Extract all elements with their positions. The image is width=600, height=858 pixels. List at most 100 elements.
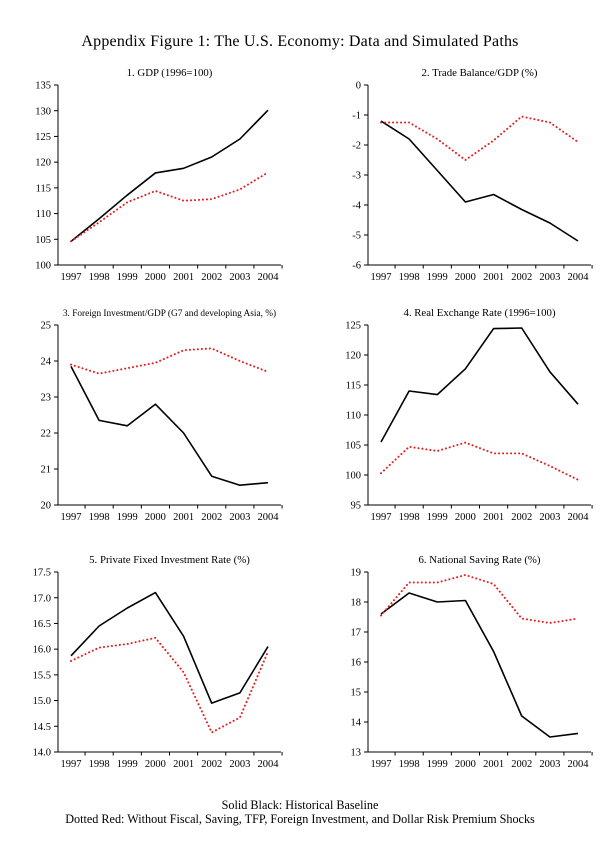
x-tick-label: 1997 — [61, 272, 82, 283]
real-exchange-rate-line-chart: 4. Real Exchange Rate (1996=100) 95 100 105… — [345, 307, 593, 523]
x-tick-label: 1998 — [399, 272, 420, 283]
y-tick-label: 15.0 — [33, 696, 51, 707]
y-tick-label: 20 — [41, 501, 52, 512]
y-tick-label: 115 — [36, 183, 51, 194]
series-solid-black — [380, 120, 579, 242]
y-tick-label: 120 — [35, 158, 51, 169]
series-dotted-red — [70, 636, 269, 734]
panel-trade-balance: 2. Trade Balance/GDP (%) -6 -5 -4 -3 -2 -1 0 199… — [326, 63, 598, 288]
x-tick-label: 2001 — [173, 759, 194, 770]
x-tick-label: 2000 — [455, 272, 476, 283]
x-tick-label: 1998 — [89, 272, 110, 283]
series-dotted-red — [380, 115, 579, 161]
x-tick-label: 2002 — [201, 272, 222, 283]
legend-dotted-red: Dotted Red: Without Fiscal, Saving, TFP,… — [65, 812, 535, 826]
series-solid-black — [70, 366, 269, 486]
y-tick-label: 100 — [345, 471, 361, 482]
y-tick-label: 19 — [351, 568, 362, 579]
y-tick-label: 115 — [346, 381, 361, 392]
x-tick-label: 1997 — [61, 759, 82, 770]
x-tick-label: 1999 — [117, 272, 138, 283]
x-tick-label: 1999 — [117, 512, 138, 523]
y-tick-label: 100 — [35, 261, 51, 272]
x-tick-label: 1998 — [399, 759, 420, 770]
y-tick-label: 110 — [346, 411, 361, 422]
y-tick-label: 15.5 — [33, 670, 51, 681]
y-tick-label: 13 — [351, 748, 362, 759]
y-tick-label: 14.5 — [33, 722, 51, 733]
chart-title: 2. Trade Balance/GDP (%) — [422, 67, 538, 79]
chart-title: 5. Private Fixed Investment Rate (%) — [89, 554, 250, 566]
x-tick-label: 2000 — [145, 512, 166, 523]
y-tick-label: 18 — [351, 598, 362, 609]
x-tick-label: 2001 — [483, 759, 504, 770]
series-dotted-red — [70, 347, 269, 375]
x-tick-label: 2002 — [511, 512, 532, 523]
x-tick-label: 1999 — [427, 759, 448, 770]
series-solid-black — [70, 109, 269, 242]
y-tick-label: -3 — [352, 171, 361, 182]
x-tick-label: 1999 — [427, 512, 448, 523]
x-tick-label: 2001 — [173, 272, 194, 283]
panel-private-fixed-investment: 5. Private Fixed Investment Rate (%) 14.0… — [16, 550, 288, 775]
y-tick-label: 16 — [351, 658, 362, 669]
y-tick-label: 15 — [351, 688, 362, 699]
x-tick-label: 2001 — [483, 512, 504, 523]
x-tick-label: 2000 — [145, 759, 166, 770]
y-tick-label: 22 — [41, 429, 52, 440]
y-tick-label: 25 — [41, 321, 52, 332]
national-saving-line-chart: 6. National Saving Rate (%) 13 14 15 16 17 18 1… — [351, 554, 593, 770]
y-tick-label: -6 — [352, 261, 361, 272]
x-tick-label: 1998 — [89, 759, 110, 770]
x-tick-label: 2004 — [568, 759, 590, 770]
x-tick-label: 1999 — [117, 759, 138, 770]
y-tick-label: 135 — [35, 81, 51, 92]
y-tick-label: -4 — [352, 201, 361, 212]
y-tick-label: 17 — [351, 628, 362, 639]
x-tick-label: 1997 — [371, 759, 392, 770]
y-tick-label: 125 — [345, 321, 361, 332]
x-tick-label: 2002 — [201, 512, 222, 523]
x-tick-label: 2004 — [258, 272, 280, 283]
x-tick-label: 2003 — [539, 512, 560, 523]
y-tick-label: 110 — [36, 209, 51, 220]
gdp-line-chart: 1. GDP (1996=100) 100 105 110 115 120 125 130 13… — [35, 67, 283, 283]
x-tick-label: 2003 — [229, 759, 250, 770]
x-tick-label: 2001 — [173, 512, 194, 523]
x-tick-label: 1997 — [371, 272, 392, 283]
y-tick-label: 95 — [351, 501, 362, 512]
y-tick-label: 17.5 — [33, 568, 51, 579]
x-tick-label: 1998 — [89, 512, 110, 523]
series-dotted-red — [70, 171, 269, 243]
chart-title: 6. National Saving Rate (%) — [418, 554, 540, 566]
panel-foreign-investment: 3. Foreign Investment/GDP (G7 and develo… — [16, 303, 288, 528]
x-tick-label: 2002 — [511, 272, 532, 283]
y-tick-label: 120 — [345, 351, 361, 362]
y-tick-label: -5 — [352, 231, 361, 242]
private-fixed-investment-line-chart: 5. Private Fixed Investment Rate (%) 14.0… — [33, 554, 283, 770]
x-tick-label: 2000 — [455, 512, 476, 523]
chart-title: 3. Foreign Investment/GDP (G7 and develo… — [63, 308, 276, 319]
figure-legend: Solid Black: Historical Baseline Dotted … — [0, 798, 600, 826]
y-tick-label: -1 — [352, 111, 361, 122]
x-tick-label: 2001 — [483, 272, 504, 283]
x-tick-label: 2003 — [539, 759, 560, 770]
y-tick-label: 105 — [345, 441, 361, 452]
series-dotted-red — [380, 441, 579, 481]
series-solid-black — [380, 592, 579, 738]
x-tick-label: 2002 — [511, 759, 532, 770]
x-tick-label: 1999 — [427, 272, 448, 283]
y-tick-label: 24 — [41, 357, 52, 368]
y-tick-label: 105 — [35, 235, 51, 246]
x-tick-label: 2003 — [229, 272, 250, 283]
x-tick-label: 1997 — [61, 512, 82, 523]
y-tick-label: 14 — [351, 718, 362, 729]
y-tick-label: 0 — [356, 81, 361, 92]
x-tick-label: 1998 — [399, 512, 420, 523]
y-tick-label: 130 — [35, 106, 51, 117]
x-tick-label: 2004 — [568, 272, 590, 283]
x-tick-label: 2003 — [539, 272, 560, 283]
x-tick-label: 1997 — [371, 512, 392, 523]
x-tick-label: 2000 — [455, 759, 476, 770]
